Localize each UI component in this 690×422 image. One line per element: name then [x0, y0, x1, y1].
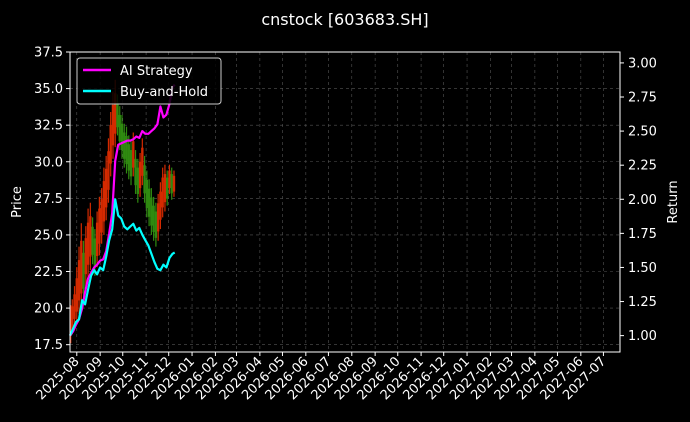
- legend-box: [76, 57, 222, 105]
- series-line-buy-and-hold: [68, 198, 176, 337]
- right-axis-label: Return: [666, 180, 681, 223]
- price-candle-body: [138, 161, 142, 189]
- right-tick-label: 2.00: [628, 193, 657, 208]
- price-candle-body: [143, 165, 146, 194]
- price-candle-body: [152, 205, 155, 232]
- price-candle-body: [147, 188, 151, 217]
- left-tick-label: 20.0: [34, 302, 63, 317]
- price-candle-body: [109, 124, 112, 164]
- price-candle-body: [75, 278, 78, 312]
- price-candle-body: [134, 158, 137, 186]
- left-tick-label: 35.0: [34, 82, 63, 97]
- left-tick-label: 27.5: [34, 192, 63, 207]
- right-tick-label: 1.50: [628, 261, 657, 276]
- price-candle-body: [165, 177, 169, 199]
- left-tick-label: 22.5: [34, 265, 63, 280]
- price-candle-body: [125, 136, 128, 165]
- price-candle-body: [161, 177, 164, 208]
- right-tick-label: 2.75: [628, 91, 657, 106]
- price-candle-body: [98, 208, 101, 244]
- price-candle-body: [132, 141, 135, 168]
- left-tick-label: 17.5: [34, 338, 63, 353]
- right-axis: 1.00 1.25 1.50 1.75 2.00 2.25 2.50 2.75 3.00: [620, 56, 657, 344]
- price-candle-body: [127, 144, 130, 171]
- price-candle-body: [154, 211, 158, 238]
- price-candle-body: [123, 132, 126, 159]
- price-candle-body: [111, 104, 115, 146]
- legend-label-ai-strategy: AI Strategy: [120, 64, 193, 79]
- price-candle-body: [150, 197, 153, 226]
- price-candle-body: [104, 168, 108, 208]
- plot-frame: [69, 51, 621, 353]
- price-candle-body: [118, 114, 121, 142]
- left-tick-label: 30.0: [34, 155, 63, 170]
- price-candle-body: [77, 260, 81, 301]
- price-candle-body: [145, 179, 149, 208]
- price-candle-body: [170, 174, 173, 194]
- price-candle-body: [129, 150, 133, 177]
- price-candle-body: [107, 151, 110, 190]
- price-candle-body: [102, 181, 106, 222]
- price-candle-body: [141, 147, 144, 176]
- price-candle-body: [82, 252, 85, 289]
- price-candle-body: [71, 306, 74, 328]
- price-candle-body: [156, 203, 160, 232]
- right-tick-label: 2.25: [628, 159, 657, 174]
- legend: AI Strategy Buy-and-Hold: [76, 57, 222, 105]
- left-tick-label: 37.5: [34, 46, 63, 61]
- right-tick-label: 1.00: [628, 329, 657, 344]
- price-candle-body: [163, 174, 167, 203]
- right-tick-label: 1.75: [628, 227, 657, 242]
- price-candle-body: [73, 294, 76, 319]
- price-candle-body: [172, 175, 176, 192]
- left-tick-label: 25.0: [34, 228, 63, 243]
- right-tick-label: 2.50: [628, 125, 657, 140]
- price-candle-body: [114, 93, 117, 134]
- price-candle-body: [86, 222, 90, 265]
- price-candle-body: [100, 199, 103, 233]
- price-candle-body: [159, 191, 162, 220]
- left-tick-label: 32.5: [34, 119, 63, 134]
- series-lines: [68, 84, 176, 337]
- series-line-ai-strategy: [69, 84, 176, 337]
- left-axis-label: Price: [10, 186, 25, 218]
- price-candle-body: [168, 170, 171, 189]
- legend-label-buy-and-hold: Buy-and-Hold: [120, 85, 208, 100]
- price-candle-body: [120, 123, 124, 151]
- price-candle-body: [93, 238, 97, 267]
- right-tick-label: 1.25: [628, 295, 657, 310]
- price-candle-body: [69, 312, 72, 336]
- price-candle-body: [91, 226, 94, 255]
- price-candle-body: [136, 167, 140, 194]
- right-tick-label: 3.00: [628, 56, 657, 71]
- price-candle-body: [95, 222, 99, 256]
- chart-title: cnstock [603683.SH]: [261, 10, 428, 29]
- price-candle-body: [116, 102, 119, 128]
- price-candle-body: [80, 240, 83, 294]
- price-candles: [69, 79, 176, 344]
- price-candle-body: [84, 238, 88, 275]
- price-candle-body: [89, 216, 92, 257]
- left-axis: 17.5 20.0 22.5 25.0 27.5 30.0 32.5 35.0 37.5: [34, 46, 70, 353]
